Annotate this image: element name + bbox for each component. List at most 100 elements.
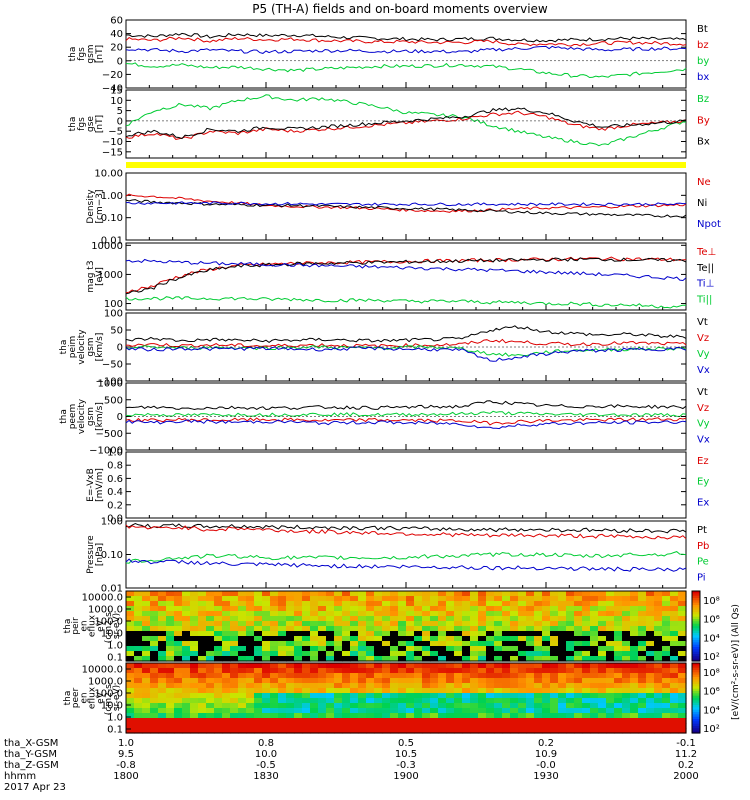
spectrogram-cell — [662, 693, 671, 699]
spectrogram-cell — [398, 723, 407, 729]
spectrogram-cell — [430, 688, 439, 694]
spectrogram-cell — [382, 663, 391, 669]
spectrogram-cell — [158, 651, 167, 657]
spectrogram-cell — [446, 723, 455, 729]
spectrogram-cell — [406, 651, 415, 657]
spectrogram-cell — [286, 718, 295, 724]
spectrogram-cell — [502, 713, 511, 719]
spectrogram-cell — [646, 596, 655, 602]
spectrogram-cell — [206, 698, 215, 704]
spectrogram-cell — [582, 668, 591, 674]
spectrogram-cell — [390, 688, 399, 694]
spectrogram-cell — [278, 616, 287, 622]
spectrogram-cell — [470, 713, 479, 719]
spectrogram-cell — [534, 673, 543, 679]
spectrogram-cell — [182, 616, 191, 622]
y-tick-label: 40 — [110, 29, 123, 40]
spectrogram-cell — [134, 673, 143, 679]
y-axis-label: tha — [68, 117, 78, 132]
spectrogram-cell — [582, 693, 591, 699]
spectrogram-cell — [446, 636, 455, 642]
spectrogram-cell — [566, 723, 575, 729]
spectrogram-cell — [534, 718, 543, 724]
spectrogram-cell — [662, 596, 671, 602]
spectrogram-cell — [174, 718, 183, 724]
spectrogram-cell — [318, 683, 327, 689]
spectrogram-cell — [678, 703, 687, 709]
spectrogram-cell — [662, 688, 671, 694]
colorbar-tick: 10⁶ — [703, 615, 720, 626]
spectrogram-cell — [518, 591, 527, 597]
spectrogram-cell — [214, 693, 223, 699]
spectrogram-cell — [366, 596, 375, 602]
y-tick-label: 10.00 — [94, 169, 123, 180]
spectrogram-cell — [494, 596, 503, 602]
y-tick-label: 1000 — [98, 270, 123, 281]
spectrogram-cell — [374, 646, 383, 652]
series-line-Npot — [125, 201, 686, 207]
spectrogram-cell — [270, 656, 279, 662]
spectrogram-cell — [438, 656, 447, 662]
spectrogram-cell — [318, 678, 327, 684]
spectrogram-cell — [326, 601, 335, 607]
spectrogram-cell — [246, 616, 255, 622]
spectrogram-cell — [190, 606, 199, 612]
spectrogram-cell — [286, 693, 295, 699]
spectrogram-cell — [590, 668, 599, 674]
spectrogram-cell — [246, 626, 255, 632]
spectrogram-cell — [150, 626, 159, 632]
spectrogram-cell — [646, 718, 655, 724]
spectrogram-cell — [382, 616, 391, 622]
spectrogram-cell — [366, 698, 375, 704]
spectrogram-cell — [262, 656, 271, 662]
spectrogram-cell — [382, 723, 391, 729]
spectrogram-cell — [342, 596, 351, 602]
spectrogram-cell — [406, 673, 415, 679]
spectrogram-cell — [670, 663, 679, 669]
spectrogram-cell — [214, 668, 223, 674]
spectrogram-cell — [550, 698, 559, 704]
spectrogram-cell — [206, 651, 215, 657]
spectrogram-cell — [622, 616, 631, 622]
spectrogram-cell — [326, 621, 335, 627]
spectrogram-cell — [470, 616, 479, 622]
spectrogram-cell — [510, 611, 519, 617]
spectrogram-cell — [630, 673, 639, 679]
spectrogram-cell — [190, 601, 199, 607]
spectrogram-cell — [366, 641, 375, 647]
spectrogram-cell — [518, 656, 527, 662]
spectrogram-cell — [134, 656, 143, 662]
spectrogram-cell — [190, 616, 199, 622]
spectrogram-cell — [606, 728, 615, 734]
spectrogram-cell — [454, 631, 463, 637]
spectrogram-cell — [390, 631, 399, 637]
spectrogram-cell — [254, 606, 263, 612]
spectrogram-cell — [542, 636, 551, 642]
spectrogram-cell — [126, 656, 135, 662]
spectrogram-cell — [486, 683, 495, 689]
spectrogram-frame — [125, 590, 687, 662]
spectrogram-cell — [462, 708, 471, 714]
spectrogram-cell — [382, 693, 391, 699]
spectrogram-cell — [550, 718, 559, 724]
spectrogram-cell — [406, 641, 415, 647]
spectrogram-cell — [654, 641, 663, 647]
spectrogram-cell — [302, 616, 311, 622]
spectrogram-cell — [638, 596, 647, 602]
spectrogram-cell — [366, 621, 375, 627]
spectrogram-peer: 10000.01000.0100.010.01.00.1thapeerenefl… — [63, 662, 687, 736]
spectrogram-cell — [510, 663, 519, 669]
spectrogram-cell — [390, 698, 399, 704]
spectrogram-cell — [310, 636, 319, 642]
spectrogram-cell — [126, 631, 135, 637]
spectrogram-cell — [534, 621, 543, 627]
spectrogram-cell — [662, 616, 671, 622]
spectrogram-cell — [334, 611, 343, 617]
spectrogram-cell — [134, 693, 143, 699]
spectrogram-cell — [494, 713, 503, 719]
spectrogram-cell — [542, 698, 551, 704]
series-line-Vz — [125, 417, 687, 426]
spectrogram-cell — [646, 651, 655, 657]
spectrogram-cell — [134, 678, 143, 684]
spectrogram-cell — [358, 668, 367, 674]
